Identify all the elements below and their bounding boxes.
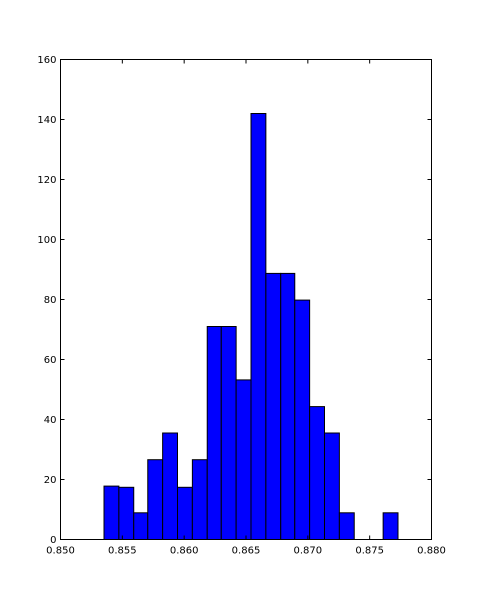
axis-tick-labels: 0.850 0.855 0.860 0.865 0.870 0.875 0.880 0 20 40… [37, 55, 445, 557]
x-tick-label: 0.860 [170, 546, 199, 557]
histogram-bar-7 [191, 459, 208, 541]
y-tick-label: 120 [37, 175, 56, 186]
histogram-bar-3 [133, 512, 149, 540]
histogram-bar-10 [235, 379, 252, 540]
x-tick-label: 0.855 [108, 546, 137, 557]
histogram-bar-5 [162, 432, 179, 540]
histogram-bar-14 [294, 299, 311, 540]
y-tick-label: 100 [37, 235, 56, 246]
x-tick-label: 0.875 [355, 546, 384, 557]
histogram-bar-11 [250, 113, 267, 540]
plot-area-frame [60, 59, 432, 540]
histogram-bar-16 [324, 432, 340, 540]
y-tick-label: 160 [37, 55, 56, 66]
histogram-bar-20 [382, 512, 399, 540]
histogram-bar-4 [147, 459, 164, 541]
histogram-bar-15 [309, 406, 326, 540]
y-tick-label: 20 [44, 475, 57, 486]
y-tick-label: 40 [44, 415, 57, 426]
x-tick-label: 0.880 [417, 546, 446, 557]
y-tick-label: 60 [44, 355, 57, 366]
histogram-bar-12 [265, 272, 282, 540]
histogram-bar-6 [177, 486, 193, 540]
y-tick-label: 0 [50, 535, 56, 546]
histogram-bar-13 [280, 272, 296, 540]
x-tick-label: 0.870 [294, 546, 323, 557]
histogram-bar-1 [103, 485, 120, 541]
histogram-bar-17 [338, 512, 355, 540]
histogram-bar-2 [118, 486, 135, 540]
histogram-bar-9 [220, 326, 237, 540]
y-tick-label: 140 [37, 115, 56, 126]
histogram-bar-8 [206, 326, 222, 540]
y-tick-label: 80 [44, 295, 57, 306]
x-tick-label: 0.865 [232, 546, 261, 557]
x-tick-label: 0.850 [46, 546, 75, 557]
